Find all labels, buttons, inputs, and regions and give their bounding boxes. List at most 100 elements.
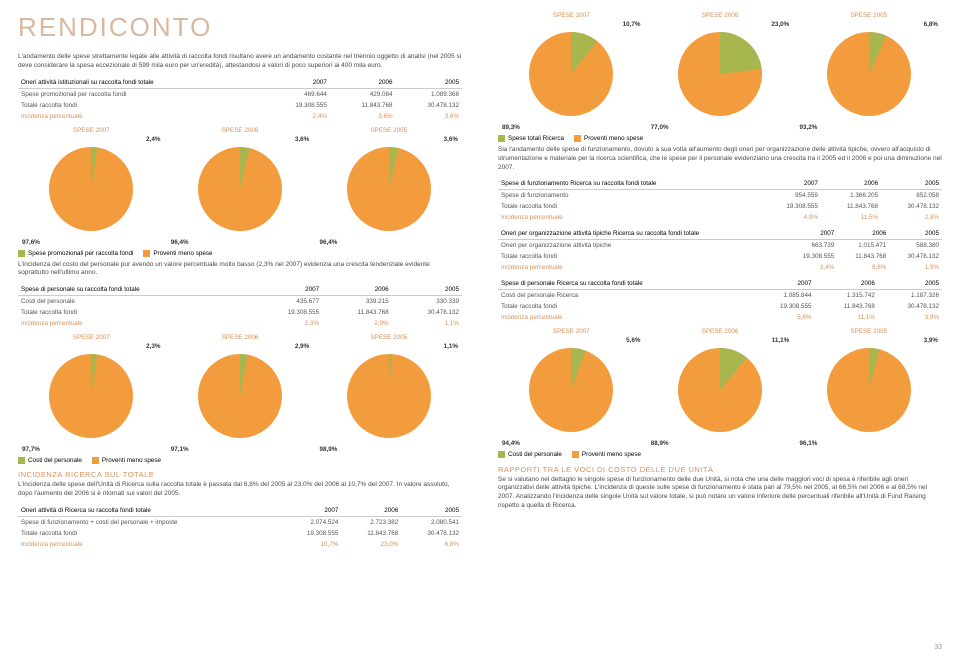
r-pie1-labels: SPESE 2007 SPESE 2006 SPESE 2005	[498, 12, 942, 19]
table-row: Costi del personale Ricerca1.085.8441.31…	[498, 290, 942, 302]
r-section-heading: RAPPORTI TRA LE VOCI DI COSTO DELLE DUE …	[498, 465, 942, 474]
pie2-bottom-pct: 97,7% 97,1% 98,9%	[18, 446, 462, 453]
page-title: RENDICONTO	[18, 12, 462, 43]
col-header: 2006	[821, 178, 881, 190]
pie1-top-pct: 2,4% 3,6% 3,6%	[18, 136, 462, 143]
data-table: Oneri per organizzazione attività tipich…	[498, 228, 942, 273]
cell: 3,6%	[396, 111, 462, 122]
row-label: Totale raccolta fondi	[18, 307, 252, 318]
col-header: 2006	[330, 77, 396, 89]
right-page: SPESE 2007 SPESE 2006 SPESE 2005 10,7% 2…	[480, 0, 960, 657]
cell: 3,6%	[330, 111, 396, 122]
incidenza-row: Incidenza percentuale5,6%11,1%3,9%	[498, 312, 942, 323]
cell: 19.308.555	[750, 301, 814, 312]
cell: 429.084	[330, 88, 396, 100]
row-label: Totale raccolta fondi	[498, 251, 785, 262]
r-legend2: Costi del personale Proventi meno spese	[498, 451, 942, 458]
row-label: Incidenza percentuale	[498, 262, 785, 273]
swatch-orange-icon	[572, 451, 579, 458]
swatch-olive-icon	[498, 135, 505, 142]
row-label: Costi del personale Ricerca	[498, 290, 750, 302]
cell: 1.315.742	[815, 290, 878, 302]
table-row: Spese di funzionamento954.5591.366.20585…	[498, 190, 942, 202]
pct: 97,7%	[22, 446, 40, 453]
legend-label: Proventi meno spese	[582, 452, 641, 459]
table-header: Oneri attività di Ricerca su raccolta fo…	[18, 505, 281, 517]
pct: 5,6%	[626, 337, 640, 344]
cell: 6,8%	[401, 539, 462, 550]
pie-label: SPESE 2005	[315, 127, 462, 134]
r-pie2-bottom: 94,4% 88,9% 96,1%	[498, 440, 942, 447]
r-pie2-top: 5,6% 11,1% 3,9%	[498, 337, 942, 344]
cell: 11.843.768	[322, 307, 392, 318]
pie-chart-icon	[49, 147, 133, 231]
cell: 11.843.768	[821, 201, 881, 212]
table-row: Totale raccolta fondi19.308.55511.843.76…	[498, 251, 942, 262]
cell: 19.308.555	[264, 100, 330, 111]
pie-chart-icon	[198, 147, 282, 231]
cell: 11.843.768	[815, 301, 878, 312]
row-label: Totale raccolta fondi	[18, 528, 281, 539]
cell: 1.015.471	[837, 240, 889, 252]
cell: 2,9%	[322, 318, 392, 329]
cell: 339.215	[322, 296, 392, 308]
cell: 1.187.326	[878, 290, 942, 302]
table-row: Totale raccolta fondi19.308.55511.843.76…	[18, 528, 462, 539]
col-header: 2005	[889, 228, 942, 240]
pie-chart-icon	[347, 147, 431, 231]
r-pie1-row	[498, 32, 942, 116]
legend-label: Spese totali Ricerca	[508, 135, 564, 142]
cell: 19.308.555	[252, 307, 322, 318]
cell: 5,6%	[750, 312, 814, 323]
cell: 3,4%	[785, 262, 838, 273]
pie-chart-icon	[827, 32, 911, 116]
cell: 19.308.555	[760, 201, 821, 212]
pie-chart-icon	[827, 348, 911, 432]
cell: 2,4%	[264, 111, 330, 122]
incidenza-row: Incidenza percentuale2,3%2,9%1,1%	[18, 318, 462, 329]
table-header: Spese di personale Ricerca su raccolta f…	[498, 278, 750, 290]
cell: 30.478.132	[878, 301, 942, 312]
pct: 6,8%	[924, 21, 938, 28]
pie-label: SPESE 2007	[498, 328, 645, 335]
pie2-labels: SPESE 2007 SPESE 2006 SPESE 2005	[18, 334, 462, 341]
pie-label: SPESE 2005	[315, 334, 462, 341]
row-label: Incidenza percentuale	[18, 111, 264, 122]
incidenza-row: Incidenza percentuale10,7%23,0%6,8%	[18, 539, 462, 550]
legend-label: Proventi meno spese	[584, 135, 643, 142]
pct: 97,6%	[22, 239, 40, 246]
cell: 954.559	[760, 190, 821, 202]
pct: 10,7%	[623, 21, 641, 28]
pie-chart-icon	[347, 354, 431, 438]
cell: 1.089.368	[396, 88, 462, 100]
cell: 852.058	[881, 190, 942, 202]
cell: 11,5%	[821, 212, 881, 223]
row-label: Totale raccolta fondi	[498, 301, 750, 312]
cell: 2,3%	[252, 318, 322, 329]
incidenza-row: Incidenza percentuale2,4%3,6%3,6%	[18, 111, 462, 122]
table-header: Spese di personale su raccolta fondi tot…	[18, 284, 252, 296]
cell: 8,6%	[837, 262, 889, 273]
incidenza-row: Incidenza percentuale4,9%11,5%2,8%	[498, 212, 942, 223]
cell: 1.085.844	[750, 290, 814, 302]
col-header: 2007	[264, 77, 330, 89]
swatch-orange-icon	[92, 457, 99, 464]
swatch-olive-icon	[18, 457, 25, 464]
pie-label: SPESE 2005	[795, 328, 942, 335]
table-row: Totale raccolta fondi19.308.55511.843.76…	[18, 100, 462, 111]
row-label: Totale raccolta fondi	[498, 201, 760, 212]
col-header: 2007	[760, 178, 821, 190]
pie1-labels: SPESE 2007 SPESE 2006 SPESE 2005	[18, 127, 462, 134]
col-header: 2006	[837, 228, 889, 240]
table-row: Totale raccolta fondi19.308.55511.843.76…	[498, 301, 942, 312]
row-label: Incidenza percentuale	[18, 318, 252, 329]
pct: 97,1%	[171, 446, 189, 453]
section-heading: INCIDENZA RICERCA SUL TOTALE	[18, 470, 462, 479]
pct: 88,9%	[651, 440, 669, 447]
r-table3: Spese di personale Ricerca su raccolta f…	[498, 278, 942, 323]
table-row: Spese di funzionamento + costi del perso…	[18, 516, 462, 528]
col-header: 2005	[401, 505, 462, 517]
table-row: Totale raccolta fondi19.308.55511.843.76…	[498, 201, 942, 212]
pct: 1,1%	[444, 343, 458, 350]
cell: 1.366.205	[821, 190, 881, 202]
